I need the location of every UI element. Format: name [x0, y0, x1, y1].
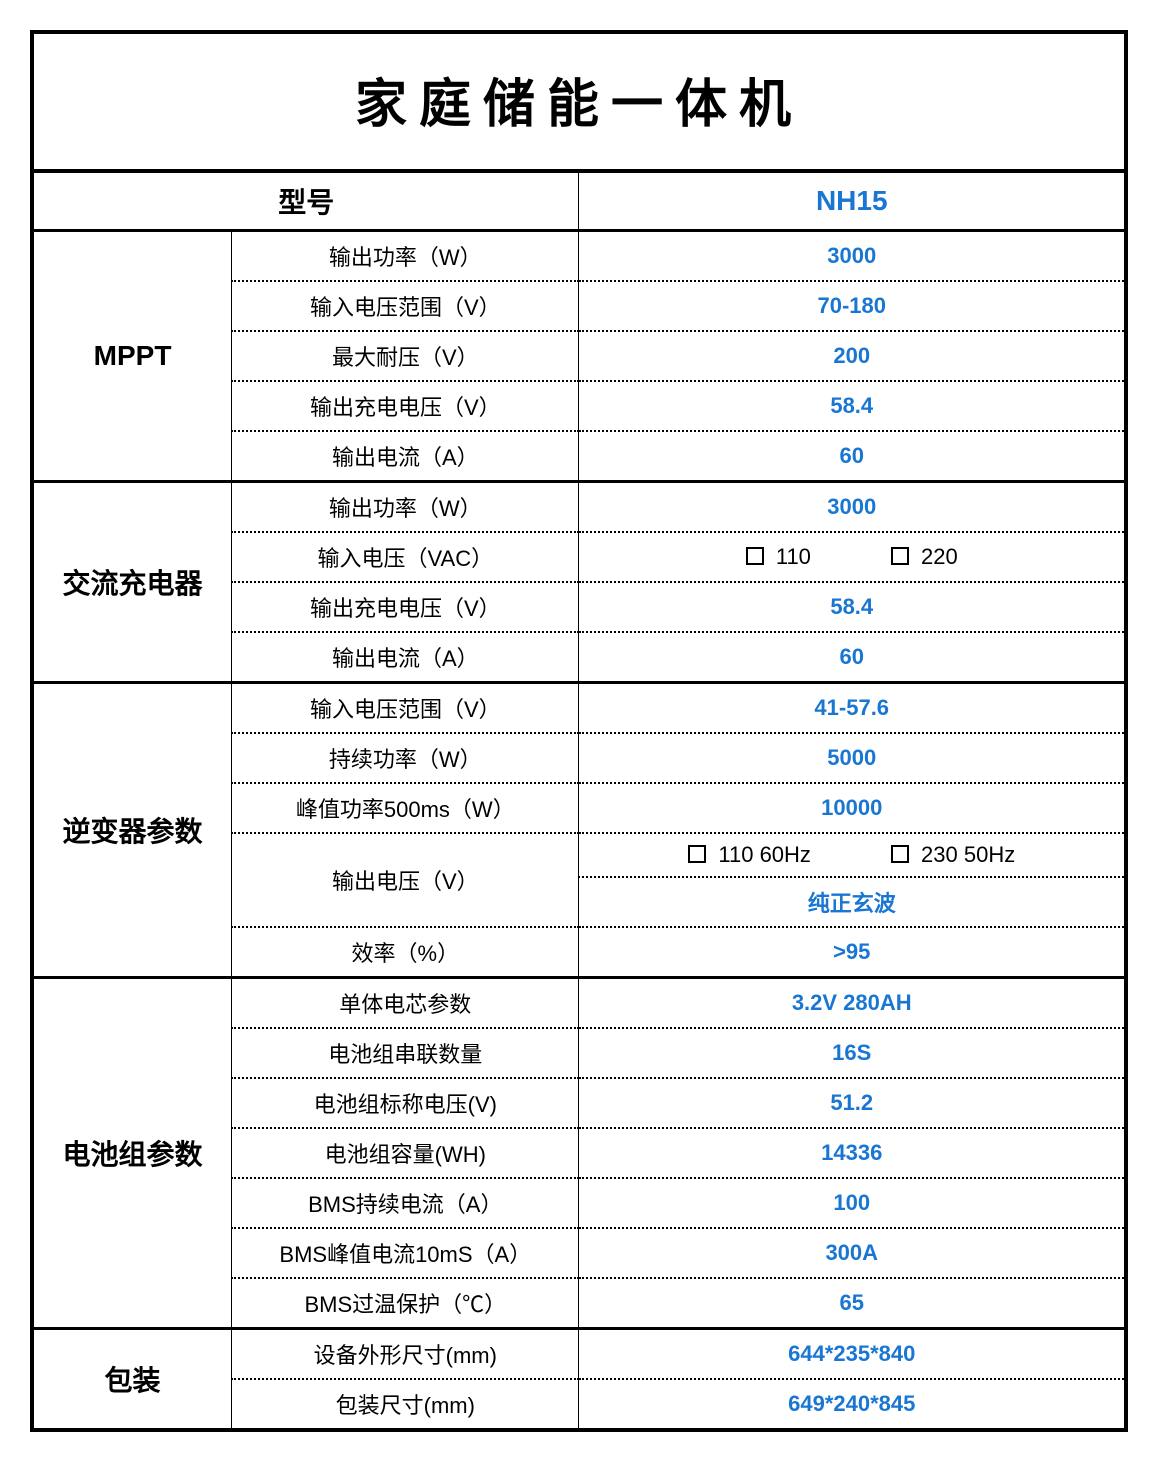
- checkbox-option: 230 50Hz: [891, 842, 1015, 868]
- param-value: 300A: [579, 1228, 1126, 1278]
- param-label: BMS峰值电流10mS（A）: [232, 1228, 579, 1278]
- param-value: 14336: [579, 1128, 1126, 1178]
- param-value: 58.4: [579, 381, 1126, 431]
- title-row: 家庭储能一体机: [32, 32, 1126, 171]
- page-title: 家庭储能一体机: [32, 32, 1126, 171]
- table-row: MPPT输出功率（W）3000: [32, 231, 1126, 282]
- checkbox-option: 110: [746, 544, 811, 570]
- param-value: 纯正玄波: [579, 877, 1126, 927]
- param-label: 输出充电电压（V）: [232, 582, 579, 632]
- checkbox-icon: [891, 547, 909, 565]
- param-label: 电池组容量(WH): [232, 1128, 579, 1178]
- category-cell: 电池组参数: [32, 978, 232, 1329]
- param-value: 60: [579, 632, 1126, 683]
- param-label: 输入电压范围（V）: [232, 683, 579, 734]
- table-row: 交流充电器输出功率（W）3000: [32, 482, 1126, 533]
- param-value: 110 60Hz 230 50Hz: [579, 833, 1126, 877]
- param-value: 58.4: [579, 582, 1126, 632]
- param-value: 70-180: [579, 281, 1126, 331]
- param-label: 输入电压（VAC）: [232, 532, 579, 582]
- param-value: 110 220: [579, 532, 1126, 582]
- param-label: 效率（%）: [232, 927, 579, 978]
- param-value: 51.2: [579, 1078, 1126, 1128]
- param-value: 10000: [579, 783, 1126, 833]
- table-row: 电池组参数单体电芯参数3.2V 280AH: [32, 978, 1126, 1029]
- param-label: 单体电芯参数: [232, 978, 579, 1029]
- param-label: BMS过温保护（℃）: [232, 1278, 579, 1329]
- param-value: 649*240*845: [579, 1379, 1126, 1430]
- param-label: 输出功率（W）: [232, 482, 579, 533]
- category-cell: MPPT: [32, 231, 232, 482]
- table-row: 包装设备外形尺寸(mm)644*235*840: [32, 1329, 1126, 1380]
- spec-table: 家庭储能一体机 型号 NH15 MPPT输出功率（W）3000输入电压范围（V）…: [30, 30, 1128, 1432]
- param-label: 最大耐压（V）: [232, 331, 579, 381]
- table-row: 逆变器参数输入电压范围（V）41-57.6: [32, 683, 1126, 734]
- param-label: 输出功率（W）: [232, 231, 579, 282]
- category-cell: 交流充电器: [32, 482, 232, 683]
- param-value: 3000: [579, 231, 1126, 282]
- param-value: 100: [579, 1178, 1126, 1228]
- param-label: 电池组标称电压(V): [232, 1078, 579, 1128]
- checkbox-option: 220: [891, 544, 958, 570]
- category-cell: 包装: [32, 1329, 232, 1431]
- param-label: 峰值功率500ms（W）: [232, 783, 579, 833]
- category-cell: 逆变器参数: [32, 683, 232, 978]
- param-label: 输出电流（A）: [232, 632, 579, 683]
- checkbox-icon: [688, 845, 706, 863]
- param-label: 包装尺寸(mm): [232, 1379, 579, 1430]
- param-label: 持续功率（W）: [232, 733, 579, 783]
- model-label: 型号: [32, 171, 579, 231]
- param-value: >95: [579, 927, 1126, 978]
- param-value: 41-57.6: [579, 683, 1126, 734]
- param-label: 输出电流（A）: [232, 431, 579, 482]
- checkbox-icon: [746, 547, 764, 565]
- param-label: BMS持续电流（A）: [232, 1178, 579, 1228]
- param-value: 3000: [579, 482, 1126, 533]
- param-label: 输入电压范围（V）: [232, 281, 579, 331]
- param-label: 设备外形尺寸(mm): [232, 1329, 579, 1380]
- param-value: 60: [579, 431, 1126, 482]
- param-value: 65: [579, 1278, 1126, 1329]
- param-label: 电池组串联数量: [232, 1028, 579, 1078]
- checkbox-option: 110 60Hz: [688, 842, 811, 868]
- param-value: 3.2V 280AH: [579, 978, 1126, 1029]
- header-row: 型号 NH15: [32, 171, 1126, 231]
- param-value: 644*235*840: [579, 1329, 1126, 1380]
- model-value: NH15: [579, 171, 1126, 231]
- checkbox-icon: [891, 845, 909, 863]
- param-label: 输出充电电压（V）: [232, 381, 579, 431]
- param-value: 5000: [579, 733, 1126, 783]
- param-value: 16S: [579, 1028, 1126, 1078]
- param-label: 输出电压（V）: [232, 833, 579, 927]
- param-value: 200: [579, 331, 1126, 381]
